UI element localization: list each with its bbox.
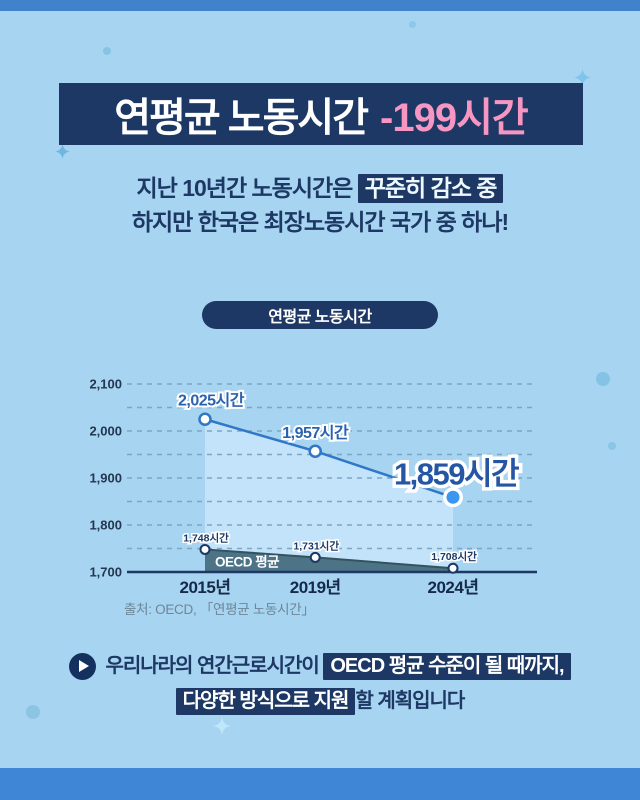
sparkle-icon [55, 144, 70, 159]
chart-label: 1,900 [89, 471, 122, 486]
decor-dot [26, 705, 40, 719]
korea-point [308, 444, 322, 458]
chart-label: 1,800 [89, 518, 122, 533]
chart-title-badge: 연평균 노동시간 [202, 301, 438, 329]
page-title-accent: -199시간 [380, 96, 529, 140]
decor-dot [608, 442, 616, 450]
footer-line1-prefix: 우리나라의 연간근로시간이 [105, 655, 324, 677]
decor-dot [409, 21, 416, 28]
chart-label: 1,748시간 [183, 531, 229, 544]
chart-label: 1,859시간 [394, 456, 519, 491]
oecd-area [205, 549, 453, 572]
oecd-point [199, 543, 211, 555]
chart-label: 1,708시간 [431, 550, 477, 563]
play-icon [69, 652, 97, 680]
chart-label: 2,100 [89, 377, 122, 392]
top-edge-bar [0, 0, 640, 11]
oecd-point [447, 562, 459, 574]
labor-hours-chart: 2,025시간 1,957시간 1,859시간 1,748시간 1,731시간 1,708… [89, 377, 537, 597]
chart-label: 1,700 [89, 565, 122, 580]
intro-line-1: 지난 10년간 노동시간은 꾸준히 감소 중 [0, 172, 640, 204]
source-note: 출처: OECD, 「연평균 노동시간」 [124, 602, 315, 617]
footer-line-2: 다양한 방식으로 지원 할 계획입니다 [0, 686, 640, 716]
chart-label: 2,025시간 [178, 391, 245, 409]
chart-label: OECD 평균 [215, 553, 280, 569]
sparkle-icon [213, 717, 231, 735]
korea-area [205, 419, 453, 572]
intro-line1-highlight: 꾸준히 감소 중 [357, 174, 504, 203]
bottom-edge-bar [0, 768, 640, 800]
chart-label: 2019년 [290, 578, 341, 597]
chart-label: 2024년 [428, 578, 479, 597]
intro-line-2: 하지만 한국은 최장노동시간 국가 중 하나! [131, 209, 509, 235]
page-title: 연평균 노동시간 [114, 96, 369, 140]
chart-label: 1,957시간 [282, 424, 349, 442]
footer-line1-text: 우리나라의 연간근로시간이 OECD 평균 수준이 될 때까지, [105, 651, 571, 681]
intro-text: 지난 10년간 노동시간은 꾸준히 감소 중 하지만 한국은 최장노동시간 국가… [0, 172, 640, 238]
oecd-point [309, 551, 321, 563]
footer-line2-suffix: 할 계획입니다 [355, 690, 465, 712]
footer-line1-highlight: OECD 평균 수준이 될 때까지, [323, 653, 571, 680]
korea-point [198, 412, 212, 426]
chart-label: 2015년 [180, 578, 231, 597]
chart-label: 1,731시간 [293, 539, 339, 552]
korea-point-final [446, 490, 460, 504]
decor-dot [596, 372, 610, 386]
decor-dot [103, 47, 111, 55]
footer-line-1: 우리나라의 연간근로시간이 OECD 평균 수준이 될 때까지, [0, 651, 640, 681]
footer-line2-highlight: 다양한 방식으로 지원 [175, 688, 356, 715]
title-banner: 연평균 노동시간 -199시간 [59, 83, 583, 145]
intro-line1-prefix: 지난 10년간 노동시간은 [136, 175, 358, 201]
footer-message: 우리나라의 연간근로시간이 OECD 평균 수준이 될 때까지, 다양한 방식으… [0, 651, 640, 716]
sparkle-icon [574, 69, 591, 86]
chart-label: 2,000 [89, 424, 122, 439]
